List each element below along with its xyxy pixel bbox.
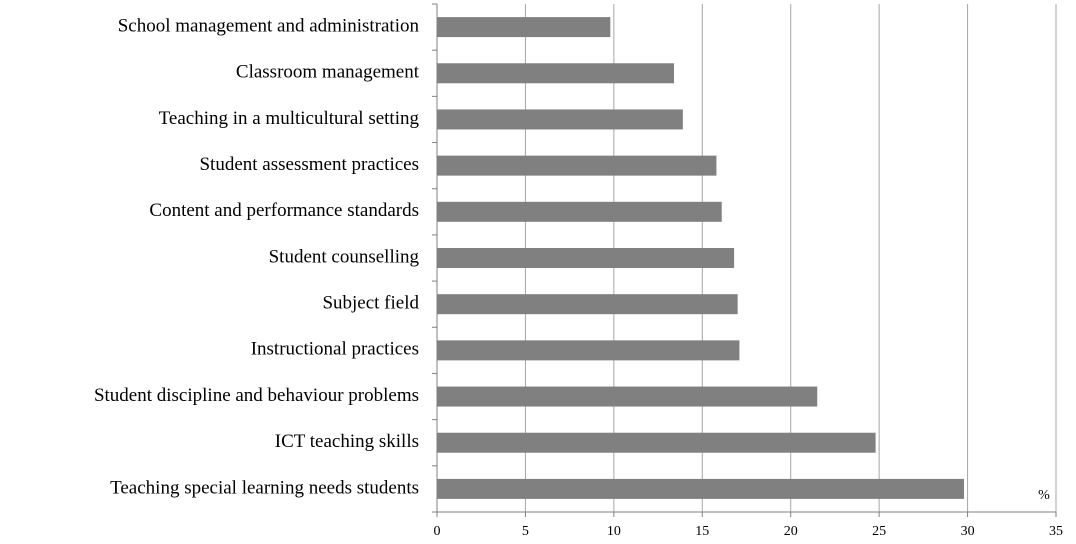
y-tick-label: Classroom management [236, 62, 420, 83]
x-tick-label: 15 [695, 524, 709, 539]
x-tick-label: 25 [872, 524, 886, 539]
x-tick-label: 35 [1049, 524, 1063, 539]
bar [437, 109, 683, 130]
y-tick-label: Instructional practices [251, 339, 419, 360]
x-tick-label: 30 [961, 524, 975, 539]
bar [437, 294, 738, 315]
y-tick-label: Teaching special learning needs students [110, 477, 419, 498]
y-tick-label: Student counselling [269, 246, 420, 267]
y-tick-label: Content and performance standards [149, 200, 419, 221]
bar [437, 248, 735, 268]
bar [437, 386, 818, 407]
bar [437, 478, 965, 499]
x-tick-label: 20 [784, 524, 798, 539]
y-tick-label: School management and administration [118, 15, 420, 36]
x-tick-label: 0 [434, 524, 441, 539]
bar [437, 155, 717, 176]
bar [437, 340, 740, 361]
x-tick-label: 10 [607, 524, 621, 539]
bar [437, 17, 611, 38]
bar [437, 63, 674, 84]
x-tick-label: 5 [522, 524, 529, 539]
y-tick-label: Student assessment practices [199, 154, 419, 175]
y-tick-label: ICT teaching skills [275, 431, 419, 452]
bar [437, 432, 876, 453]
y-tick-label: Student discipline and behaviour problem… [94, 385, 419, 406]
y-tick-label: Subject field [322, 293, 419, 314]
bar [437, 201, 722, 222]
y-tick-label: Teaching in a multicultural setting [159, 108, 420, 129]
x-axis-label: % [1038, 488, 1050, 503]
